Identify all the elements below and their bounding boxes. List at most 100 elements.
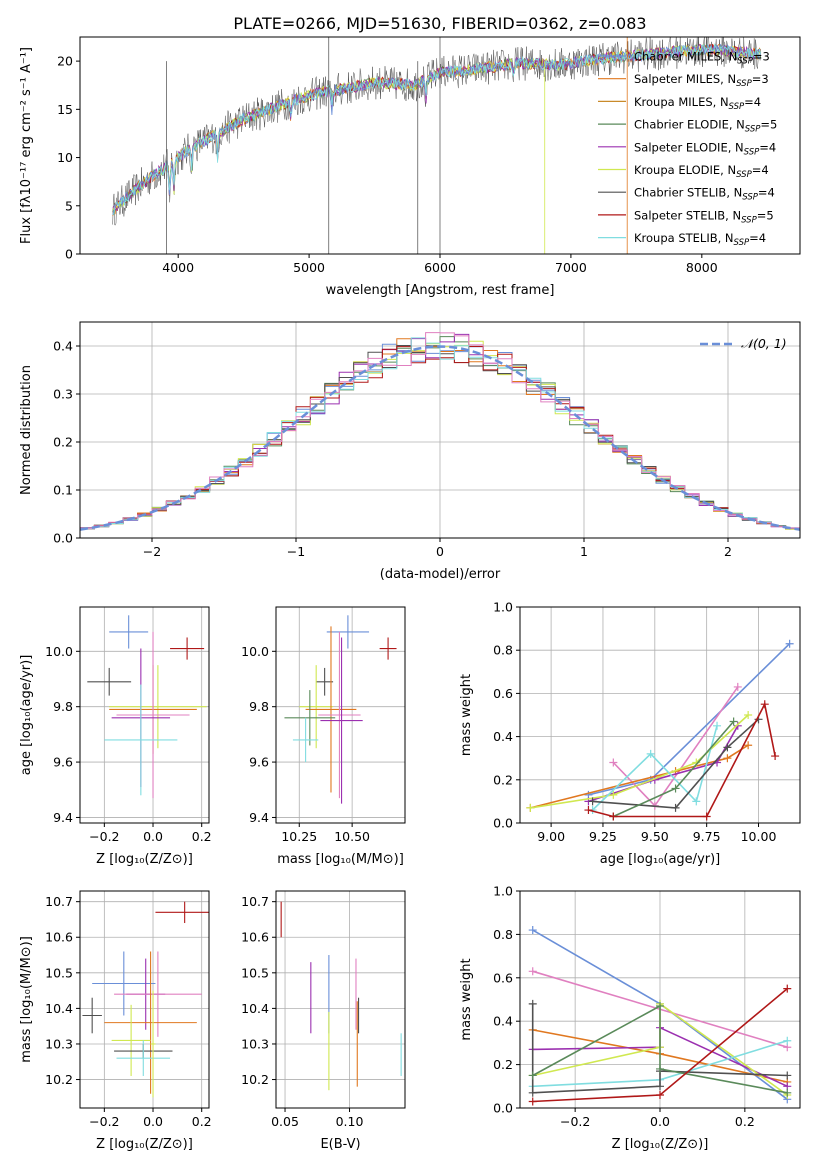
axes-frame [519,606,801,824]
y-tick-label: 10.0 [241,644,269,659]
series-marker [528,1097,537,1106]
plot-area [284,615,397,804]
y-axis-label: Normed distribution [19,365,34,495]
chart-mw_vs_age: 9.00 9.25 9.50 9.75 10.00 0.0 0.2 0.4 0.6 0.8 1.0 a… [459,600,801,867]
chart-mass_vs_Z: −0.2 0.0 0.2 10.2 10.3 10.4 10.5 10.6 10.7 Z [log… [19,890,212,1152]
y-tick-label: 10.4 [45,1001,73,1016]
legend-sub: SSP [744,147,760,157]
y-tick-label: 10 [57,150,73,165]
y-tick-label: 9.4 [249,810,269,825]
x-axis-label: age [log₁₀(age/yr)] [600,852,721,867]
legend-sub: SSP [737,57,753,67]
legend-label: Chabrier ELODIE, N [634,118,745,132]
series-marker [783,1088,792,1097]
legend-suffix: =5 [760,118,777,132]
x-tick-label: 10.50 [334,829,370,844]
y-tick-label: 0.6 [493,970,513,985]
y-tick-label: 0.8 [493,927,513,942]
series-marker [783,1036,792,1045]
plot-area [82,901,209,1098]
series-marker [656,1090,664,1099]
x-axis-label: mass [log₁₀(M/M⊙)] [277,852,404,867]
y-tick-label: 10.4 [241,1001,269,1016]
x-axis-label: wavelength [Angstrom, rest frame] [326,283,555,298]
y-axis-label: mass [log₁₀(M/M⊙)] [19,936,34,1063]
legend-label: Chabrier MILES, N [634,50,737,64]
series-line [592,718,760,809]
x-tick-label: 10.00 [741,829,777,844]
x-tick-label: 4000 [162,260,194,275]
legend-suffix: =4 [759,140,776,154]
series-marker [526,803,535,812]
y-tick-label: 10.2 [45,1072,73,1087]
x-axis-label: E(B-V) [320,1137,360,1152]
y-tick-label: 0.0 [493,1101,513,1116]
legend-sub: SSP [736,79,752,89]
plot-area [80,332,800,531]
series-marker [702,812,711,821]
series-marker [584,806,593,815]
y-tick-label: 10.7 [45,894,73,909]
spectrum-line [112,44,762,212]
chart-age_vs_Z: −0.2 0.0 0.2 9.4 9.6 9.8 10.0 Z [log₁₀(Z/Z⊙)] ag… [19,606,212,867]
x-tick-label: 9.25 [589,829,617,844]
y-tick-label: 0.4 [53,339,73,354]
plot-area [112,37,762,254]
x-tick-label: 1 [580,544,588,559]
series-marker [692,797,701,806]
series-line [530,744,749,809]
axes-frame [519,890,801,1109]
legend-suffix: =4 [749,231,766,245]
series-marker [713,721,722,730]
y-tick-label: 10.3 [241,1036,269,1051]
legend-suffix: =4 [758,186,775,200]
legend-entry: Chabrier ELODIE, NSSP=5 [634,118,777,135]
series-marker [783,984,792,993]
y-tick-label: 5 [65,198,73,213]
y-axis-label: age [log₁₀(age/yr)] [19,655,34,776]
y-tick-label: 0.1 [53,483,73,498]
series-marker [609,790,618,799]
x-tick-label: 9.00 [537,829,565,844]
series-marker [656,1064,664,1073]
x-tick-label: 9.50 [641,829,669,844]
series-line [530,714,749,809]
legend-label: Salpeter MILES, N [634,72,736,86]
x-tick-label: 8000 [686,260,718,275]
series-marker [528,967,537,976]
series-marker [723,754,732,763]
series-marker [656,1082,664,1091]
x-tick-label: −2 [143,544,161,559]
series-marker [771,752,780,761]
x-tick-label: 0.2 [735,1114,755,1129]
legend-sub: SSP [729,102,745,112]
plot-area [280,901,402,1091]
axes-frame [79,890,210,1109]
histogram-series [80,337,800,530]
y-tick-label: 0.8 [493,643,513,658]
y-tick-label: 0.0 [493,816,513,831]
legend-suffix: =4 [752,163,769,177]
legend-label: Kroupa ELODIE, N [634,163,736,177]
legend-label: Salpeter STELIB, N [634,208,741,222]
chart-mass_vs_EBV: 0.05 0.10 10.2 10.3 10.4 10.5 10.6 10.7 E(B-V) [241,890,406,1152]
x-tick-label: −0.2 [89,829,119,844]
x-tick-label: 0.05 [271,1114,299,1129]
y-tick-label: 0.0 [53,531,73,546]
figure-title: PLATE=0266, MJD=51630, FIBERID=0362, z=0… [233,14,646,33]
x-tick-label: 9.75 [693,829,721,844]
series-marker [760,700,769,709]
series-marker [528,999,537,1008]
x-tick-label: −0.2 [89,1114,119,1129]
y-tick-label: 10.2 [241,1072,269,1087]
legend-sub: SSP [742,193,758,203]
x-tick-label: 0.10 [336,1114,364,1129]
x-tick-label: 0.0 [143,829,163,844]
y-tick-label: 10.3 [45,1036,73,1051]
axes-frame [275,890,406,1109]
series-marker [744,741,753,750]
series-marker [528,1071,537,1080]
histogram-series [80,332,800,529]
x-axis-label: (data-model)/error [380,567,501,582]
